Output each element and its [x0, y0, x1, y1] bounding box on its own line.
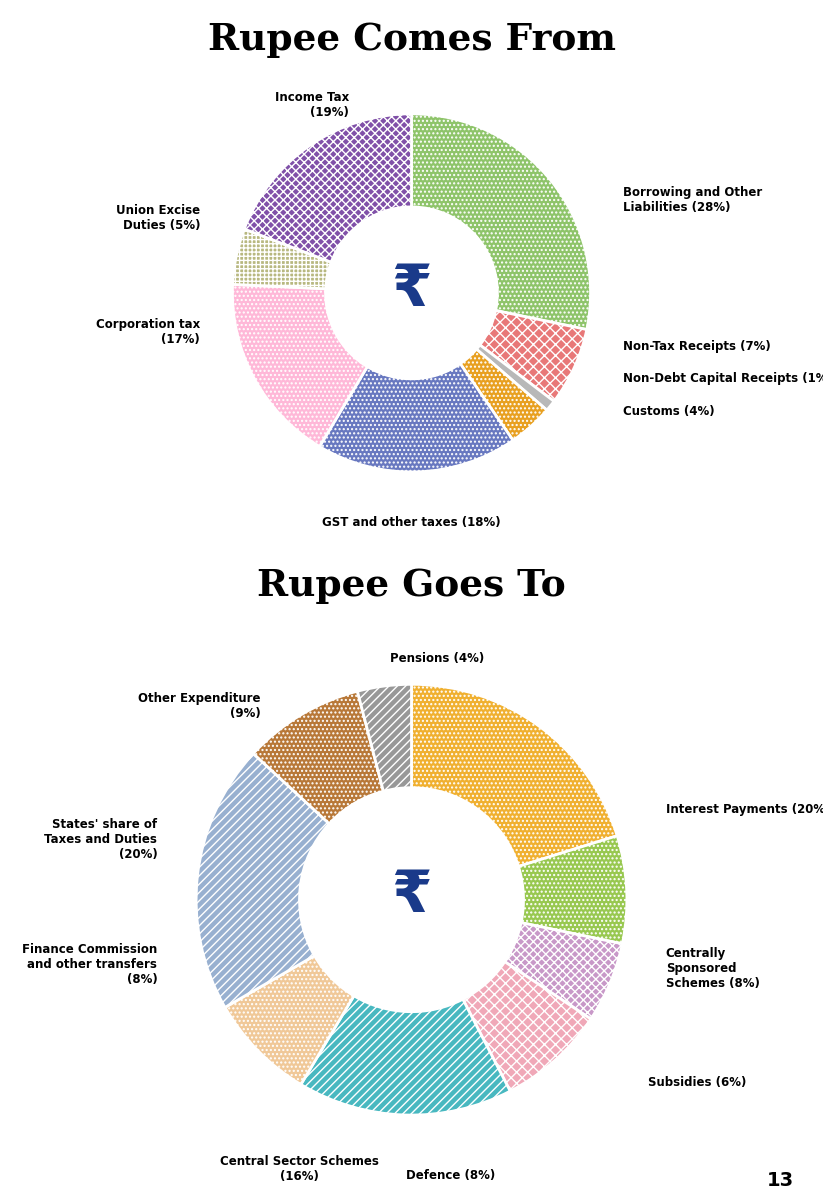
Text: ₹: ₹: [391, 260, 432, 318]
Wedge shape: [412, 114, 591, 330]
Wedge shape: [357, 684, 412, 791]
Text: Customs (4%): Customs (4%): [623, 404, 714, 418]
Text: Borrowing and Other
Liabilities (28%): Borrowing and Other Liabilities (28%): [623, 186, 762, 214]
Text: Rupee Comes From: Rupee Comes From: [207, 20, 616, 58]
Text: Union Excise
Duties (5%): Union Excise Duties (5%): [116, 204, 200, 232]
Text: Non-Tax Receipts (7%): Non-Tax Receipts (7%): [623, 340, 770, 353]
Text: 13: 13: [767, 1171, 794, 1190]
Wedge shape: [412, 684, 617, 866]
Text: States' share of
Taxes and Duties
(20%): States' share of Taxes and Duties (20%): [44, 818, 157, 860]
Wedge shape: [518, 835, 627, 944]
Wedge shape: [463, 961, 591, 1091]
Text: Corporation tax
(17%): Corporation tax (17%): [96, 318, 200, 347]
Circle shape: [300, 787, 523, 1012]
Text: Defence (8%): Defence (8%): [406, 1169, 495, 1182]
Text: GST and other taxes (18%): GST and other taxes (18%): [322, 516, 501, 528]
Wedge shape: [319, 364, 513, 472]
Wedge shape: [504, 923, 622, 1019]
Text: Pensions (4%): Pensions (4%): [390, 652, 485, 665]
Text: Non-Debt Capital Receipts (1%): Non-Debt Capital Receipts (1%): [623, 372, 823, 385]
Wedge shape: [196, 754, 329, 1007]
Text: Subsidies (6%): Subsidies (6%): [649, 1076, 746, 1090]
Circle shape: [326, 206, 497, 379]
Wedge shape: [301, 996, 510, 1115]
Wedge shape: [233, 229, 331, 289]
Wedge shape: [480, 311, 587, 401]
Text: Other Expenditure
(9%): Other Expenditure (9%): [138, 692, 261, 720]
Text: Central Sector Schemes
(16%): Central Sector Schemes (16%): [220, 1154, 379, 1183]
Text: ₹: ₹: [391, 866, 432, 924]
Wedge shape: [232, 284, 367, 446]
Text: Finance Commission
and other transfers
(8%): Finance Commission and other transfers (…: [22, 943, 157, 986]
Wedge shape: [253, 691, 384, 823]
Text: Centrally
Sponsored
Schemes (8%): Centrally Sponsored Schemes (8%): [666, 947, 760, 990]
Text: Income Tax
(19%): Income Tax (19%): [275, 91, 349, 119]
Wedge shape: [225, 955, 354, 1085]
Text: Interest Payments (20%): Interest Payments (20%): [666, 803, 823, 816]
Wedge shape: [244, 114, 412, 263]
Wedge shape: [460, 349, 546, 440]
Text: Rupee Goes To: Rupee Goes To: [257, 566, 566, 604]
Wedge shape: [477, 344, 554, 410]
